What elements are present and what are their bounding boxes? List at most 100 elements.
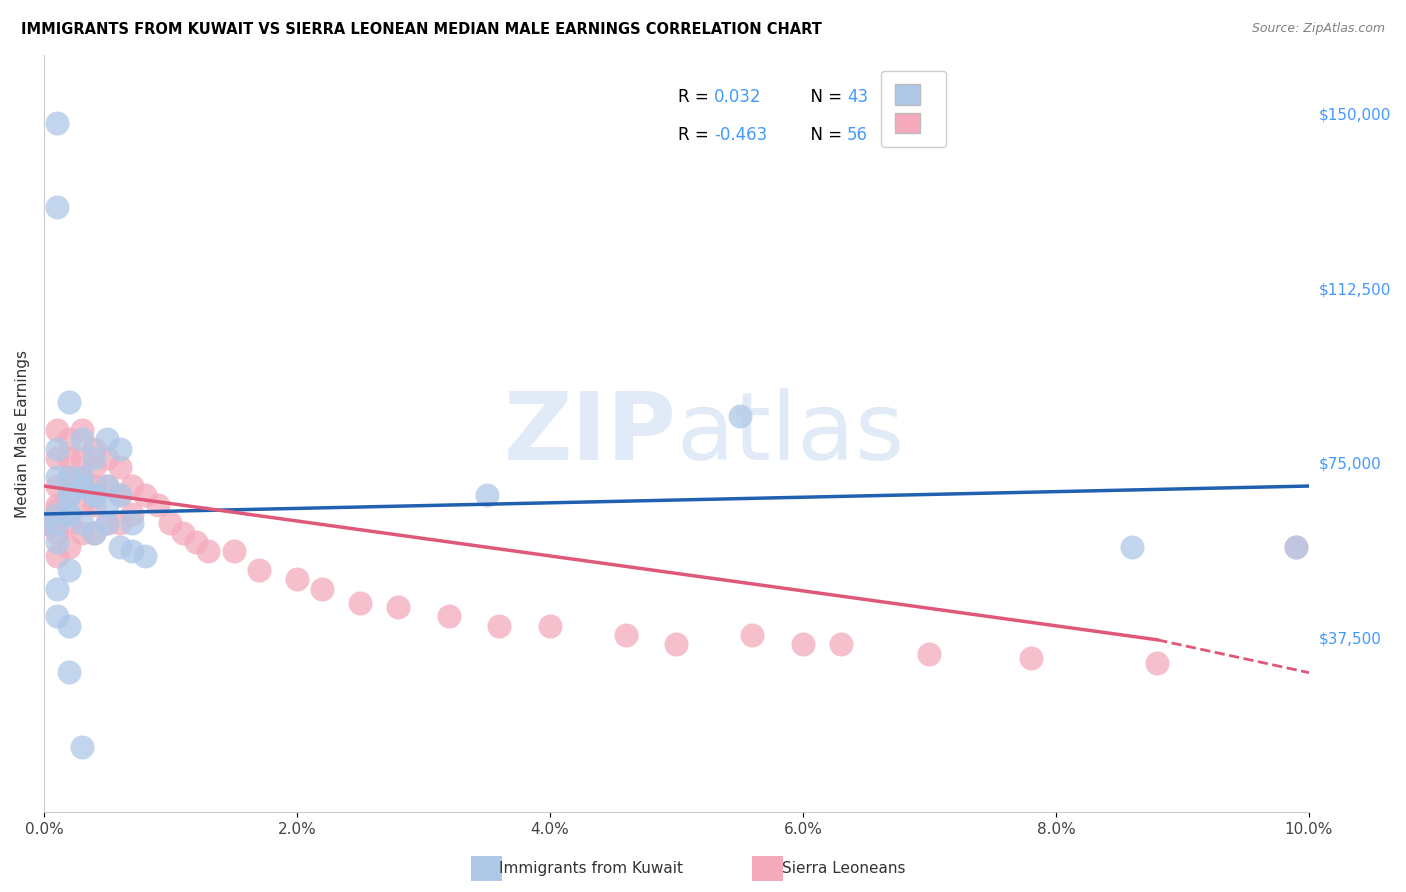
Text: 56: 56 [848, 126, 868, 144]
Point [58, 540, 80, 554]
Point [70, 479, 93, 493]
Point [83, 451, 105, 466]
Point [45, 535, 67, 549]
Point [134, 549, 156, 563]
Point [108, 442, 131, 456]
Point [70, 451, 93, 466]
Point [70, 469, 93, 483]
Point [58, 563, 80, 577]
Point [58, 433, 80, 447]
Point [58, 488, 80, 502]
Point [1285, 540, 1308, 554]
Text: N =: N = [800, 126, 848, 144]
Point [58, 451, 80, 466]
Point [83, 488, 105, 502]
Point [83, 525, 105, 540]
Point [45, 200, 67, 214]
Point [475, 488, 498, 502]
Point [45, 525, 67, 540]
Text: Source: ZipAtlas.com: Source: ZipAtlas.com [1251, 22, 1385, 36]
Text: 0.032: 0.032 [714, 87, 762, 106]
Point [45, 582, 67, 596]
Point [70, 423, 93, 437]
Point [437, 609, 460, 624]
Point [108, 488, 131, 502]
Point [96, 433, 118, 447]
Point [1285, 540, 1308, 554]
Point [121, 507, 143, 521]
Point [58, 488, 80, 502]
Point [665, 637, 688, 651]
Point [83, 442, 105, 456]
Y-axis label: Median Male Earnings: Median Male Earnings [15, 350, 30, 517]
Point [538, 619, 561, 633]
Text: Sierra Leoneans: Sierra Leoneans [782, 861, 905, 876]
Point [58, 479, 80, 493]
Point [70, 498, 93, 512]
Text: ZIP: ZIP [503, 388, 676, 480]
Point [159, 516, 181, 531]
Point [830, 637, 852, 651]
Point [58, 665, 80, 680]
Point [45, 451, 67, 466]
Point [146, 498, 169, 512]
Point [32, 516, 55, 531]
Legend: , : , [882, 71, 946, 146]
Text: N =: N = [800, 87, 848, 106]
Point [58, 507, 80, 521]
Point [70, 469, 93, 483]
Point [96, 498, 118, 512]
Point [1121, 540, 1143, 554]
Point [58, 395, 80, 409]
Point [58, 469, 80, 483]
Point [222, 544, 245, 558]
Point [1019, 651, 1042, 665]
Point [45, 549, 67, 563]
Point [58, 619, 80, 633]
Point [614, 628, 637, 642]
Point [45, 609, 67, 624]
Point [792, 637, 814, 651]
Point [83, 498, 105, 512]
Point [83, 488, 105, 502]
Point [96, 479, 118, 493]
Point [285, 572, 308, 586]
Point [349, 595, 371, 609]
Point [1146, 656, 1168, 670]
Text: Immigrants from Kuwait: Immigrants from Kuwait [499, 861, 682, 876]
Point [96, 451, 118, 466]
Point [918, 647, 941, 661]
Point [311, 582, 333, 596]
Point [58, 516, 80, 531]
Point [45, 516, 67, 531]
Point [32, 516, 55, 531]
Point [108, 460, 131, 475]
Point [45, 116, 67, 130]
Point [70, 525, 93, 540]
Point [184, 535, 207, 549]
Point [45, 442, 67, 456]
Point [70, 479, 93, 493]
Point [108, 540, 131, 554]
Point [387, 600, 409, 615]
Point [45, 469, 67, 483]
Point [728, 409, 751, 424]
Point [488, 619, 510, 633]
Text: R =: R = [678, 126, 714, 144]
Point [83, 525, 105, 540]
Text: -0.463: -0.463 [714, 126, 768, 144]
Point [121, 544, 143, 558]
Point [45, 498, 67, 512]
Text: atlas: atlas [676, 388, 904, 480]
Point [58, 507, 80, 521]
Point [108, 516, 131, 531]
Point [172, 525, 194, 540]
Point [45, 423, 67, 437]
Point [70, 433, 93, 447]
Point [83, 479, 105, 493]
Point [45, 507, 67, 521]
Point [96, 516, 118, 531]
Point [58, 469, 80, 483]
Point [197, 544, 219, 558]
Point [96, 516, 118, 531]
